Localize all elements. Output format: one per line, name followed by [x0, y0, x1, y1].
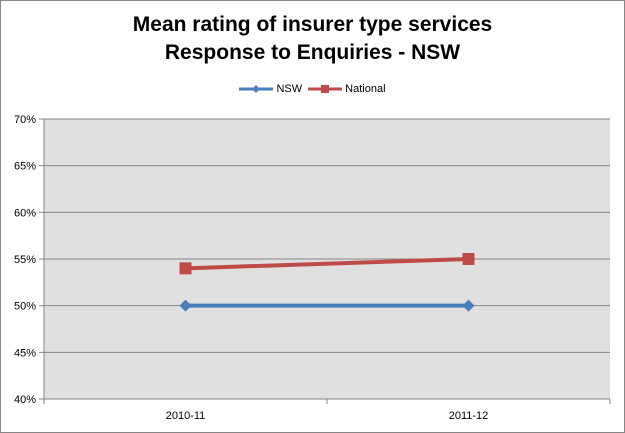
- data-point-national-2010-11: [179, 262, 192, 275]
- legend: NSW National: [1, 83, 624, 95]
- data-point-nsw-2010-11: [179, 299, 192, 312]
- chart-title-line-2: Response to Enquiries - NSW: [164, 41, 461, 64]
- y-tick-label: 45%: [14, 347, 36, 359]
- y-tick-label: 50%: [14, 301, 36, 313]
- data-point-national-2011-12: [462, 253, 475, 265]
- x-tick-label-2011-12: 2011-12: [449, 410, 489, 422]
- legend-item-nsw: NSW: [239, 83, 302, 95]
- y-tick-label: 70%: [14, 114, 36, 126]
- chart-title-line-1: Mean rating of insurer type services: [132, 13, 493, 36]
- legend-label-nsw: NSW: [276, 83, 303, 95]
- legend-label-national: National: [345, 83, 386, 95]
- y-tick-label: 55%: [14, 254, 36, 266]
- legend-swatch-national: [308, 85, 343, 93]
- y-tick-label: 60%: [14, 207, 36, 219]
- series-line-national: [185, 257, 469, 271]
- y-tick-label: 65%: [14, 161, 36, 173]
- legend-item-national: National: [308, 83, 386, 95]
- legend-swatch-nsw: [239, 85, 274, 93]
- data-point-nsw-2011-12: [462, 299, 475, 312]
- y-tick-label: 40%: [14, 394, 36, 406]
- x-tick-label-2010-11: 2010-11: [166, 410, 206, 422]
